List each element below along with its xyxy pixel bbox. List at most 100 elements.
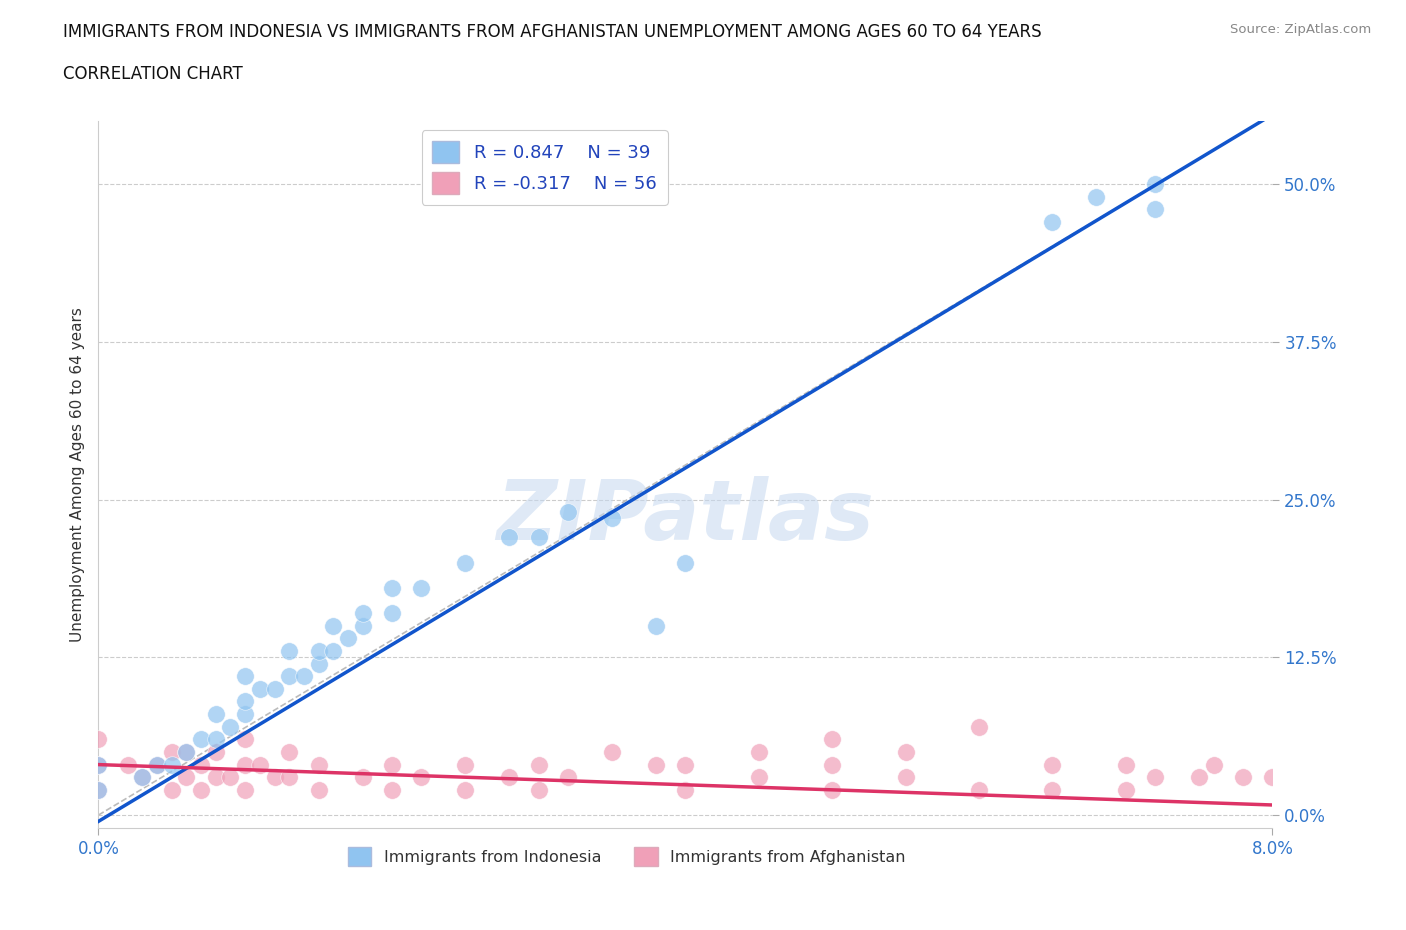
Point xyxy=(249,682,271,697)
Point xyxy=(454,757,477,772)
Point xyxy=(352,605,374,620)
Point xyxy=(821,732,844,747)
Point xyxy=(263,770,285,785)
Point xyxy=(190,732,212,747)
Point xyxy=(160,782,183,797)
Point xyxy=(292,669,315,684)
Point xyxy=(87,757,110,772)
Point xyxy=(263,682,285,697)
Point xyxy=(645,618,668,633)
Point xyxy=(600,512,623,526)
Point xyxy=(498,770,520,785)
Point xyxy=(748,770,770,785)
Point xyxy=(1144,770,1167,785)
Point xyxy=(821,782,844,797)
Point xyxy=(894,770,917,785)
Point xyxy=(336,631,359,645)
Point xyxy=(1144,177,1167,192)
Text: ZIPatlas: ZIPatlas xyxy=(496,476,875,557)
Point xyxy=(557,505,579,520)
Point xyxy=(233,707,256,722)
Point xyxy=(278,745,301,760)
Point xyxy=(233,782,256,797)
Point xyxy=(1085,189,1108,204)
Point xyxy=(176,745,198,760)
Point xyxy=(454,555,477,570)
Point xyxy=(645,757,668,772)
Point xyxy=(1261,770,1284,785)
Point xyxy=(190,757,212,772)
Point xyxy=(527,530,550,545)
Point xyxy=(1144,202,1167,217)
Point xyxy=(527,782,550,797)
Point xyxy=(219,719,242,734)
Point xyxy=(1040,757,1063,772)
Point xyxy=(176,770,198,785)
Point xyxy=(411,580,433,595)
Point xyxy=(233,732,256,747)
Point xyxy=(1040,215,1063,230)
Point xyxy=(1232,770,1254,785)
Point xyxy=(675,782,697,797)
Point xyxy=(131,770,153,785)
Point xyxy=(87,782,110,797)
Point xyxy=(131,770,153,785)
Point xyxy=(146,757,169,772)
Point xyxy=(205,732,228,747)
Point xyxy=(967,782,990,797)
Point xyxy=(748,745,770,760)
Point xyxy=(675,757,697,772)
Point xyxy=(557,770,579,785)
Point xyxy=(600,745,623,760)
Point xyxy=(308,757,330,772)
Point xyxy=(381,757,404,772)
Point xyxy=(278,644,301,658)
Point xyxy=(117,757,139,772)
Point xyxy=(1115,757,1137,772)
Point xyxy=(87,732,110,747)
Point xyxy=(1040,782,1063,797)
Point xyxy=(322,644,344,658)
Point xyxy=(308,644,330,658)
Point xyxy=(205,770,228,785)
Point xyxy=(205,707,228,722)
Point xyxy=(381,782,404,797)
Point xyxy=(352,770,374,785)
Point xyxy=(894,745,917,760)
Text: CORRELATION CHART: CORRELATION CHART xyxy=(63,65,243,83)
Point xyxy=(454,782,477,797)
Point xyxy=(233,694,256,709)
Point xyxy=(322,618,344,633)
Point xyxy=(498,530,520,545)
Text: Source: ZipAtlas.com: Source: ZipAtlas.com xyxy=(1230,23,1371,36)
Point xyxy=(219,770,242,785)
Point xyxy=(160,757,183,772)
Point xyxy=(278,669,301,684)
Point xyxy=(146,757,169,772)
Point xyxy=(381,580,404,595)
Point xyxy=(249,757,271,772)
Point xyxy=(675,555,697,570)
Point xyxy=(352,618,374,633)
Point xyxy=(233,757,256,772)
Point xyxy=(190,782,212,797)
Point xyxy=(967,719,990,734)
Point xyxy=(233,669,256,684)
Point xyxy=(308,782,330,797)
Point xyxy=(278,770,301,785)
Legend: Immigrants from Indonesia, Immigrants from Afghanistan: Immigrants from Indonesia, Immigrants fr… xyxy=(342,841,912,872)
Point xyxy=(1202,757,1225,772)
Point xyxy=(821,757,844,772)
Point xyxy=(205,745,228,760)
Point xyxy=(87,782,110,797)
Point xyxy=(1188,770,1211,785)
Y-axis label: Unemployment Among Ages 60 to 64 years: Unemployment Among Ages 60 to 64 years xyxy=(69,307,84,642)
Text: IMMIGRANTS FROM INDONESIA VS IMMIGRANTS FROM AFGHANISTAN UNEMPLOYMENT AMONG AGES: IMMIGRANTS FROM INDONESIA VS IMMIGRANTS … xyxy=(63,23,1042,41)
Point xyxy=(1115,782,1137,797)
Point xyxy=(87,757,110,772)
Point xyxy=(308,657,330,671)
Point xyxy=(176,745,198,760)
Point xyxy=(160,745,183,760)
Point xyxy=(411,770,433,785)
Point xyxy=(381,605,404,620)
